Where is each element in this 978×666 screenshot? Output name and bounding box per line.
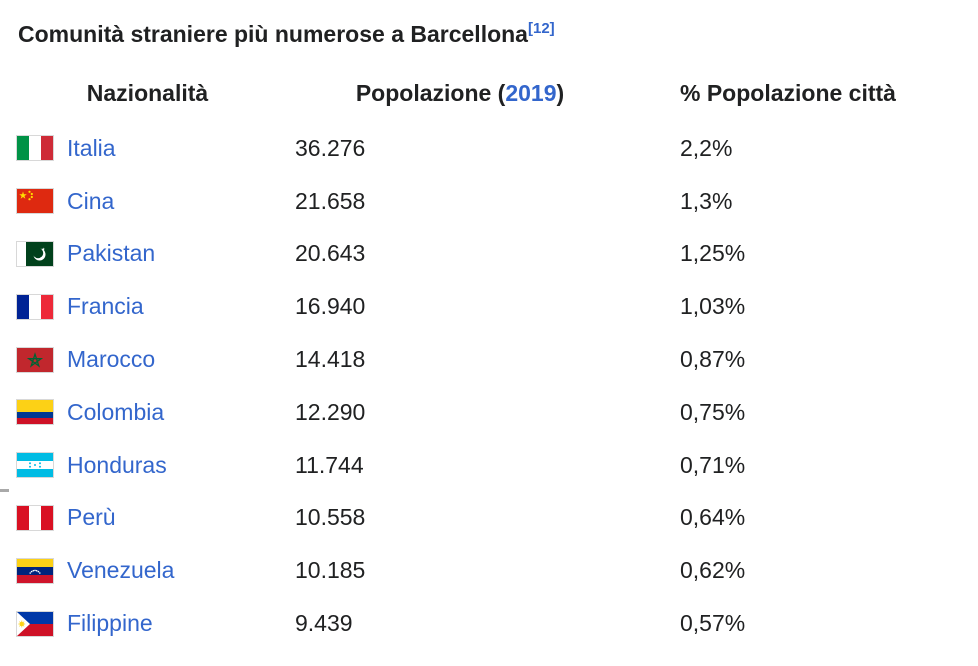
percent-value: 0,62% [680,557,746,584]
page-edge-artifact [0,489,9,492]
table-row: Cina 21.658 1,3% [0,175,978,228]
flag-peru-icon [16,504,54,531]
nationality-cell: Colombia [0,399,295,426]
population-value: 36.276 [295,134,366,161]
flag-pakistan-icon [16,240,54,267]
table-row: Venezuela 10.185 0,62% [0,544,978,597]
nationality-cell: Marocco [0,346,295,373]
population-value: 10.558 [295,504,366,531]
percent-value: 0,57% [680,610,746,637]
header-nationality: Nazionalità [86,79,209,106]
country-link-colombia[interactable]: Colombia [67,398,165,425]
year-2019-link[interactable]: 2019 [505,79,557,106]
table-header-row: Nazionalità Popolazione (2019) % Popolaz… [0,64,978,122]
population-value: 21.658 [295,187,366,214]
flag-china-icon [16,188,54,215]
percent-value: 0,75% [680,398,746,425]
table-row: Francia 16.940 1,03% [0,280,978,333]
percent-value: 1,03% [680,293,746,320]
population-value: 16.940 [295,293,366,320]
nationality-cell: Venezuela [0,557,295,584]
country-link-honduras[interactable]: Honduras [67,451,167,478]
percent-value: 1,3% [680,187,733,214]
percent-value: 2,2% [680,134,733,161]
country-link-francia[interactable]: Francia [67,293,144,320]
flag-venezuela-icon [16,557,54,584]
flag-philippines-icon [16,610,54,637]
table-row: Honduras 11.744 0,71% [0,439,978,492]
flag-morocco-icon [16,346,54,373]
flag-honduras-icon [16,452,54,479]
header-percent-city: % Popolazione città [680,79,896,106]
country-link-italia[interactable]: Italia [67,134,116,161]
country-link-pakistan[interactable]: Pakistan [67,240,156,267]
percent-value: 0,87% [680,346,746,373]
flag-colombia-icon [16,399,54,426]
nationality-cell: Honduras [0,452,295,479]
table-row: Italia 36.276 2,2% [0,122,978,175]
table-row: Colombia 12.290 0,75% [0,386,978,439]
percent-value: 0,71% [680,451,746,478]
population-value: 10.185 [295,557,366,584]
reference-link-12[interactable]: [12] [527,20,555,37]
population-value: 11.744 [295,451,364,478]
country-link-marocco[interactable]: Marocco [67,346,156,373]
population-value: 14.418 [295,346,366,373]
country-link-filippine[interactable]: Filippine [67,610,153,637]
header-population-suffix: ) [556,79,565,106]
country-link-peru[interactable]: Perù [67,504,116,531]
percent-value: 0,64% [680,504,746,531]
nationality-cell: Italia [0,135,295,162]
nationality-cell: Perù [0,504,295,531]
nationality-cell: Filippine [0,610,295,637]
country-link-cina[interactable]: Cina [67,187,115,214]
population-value: 9.439 [295,610,353,637]
header-population-prefix: Popolazione ( [355,79,506,106]
table-row: Perù 10.558 0,64% [0,492,978,545]
flag-italy-icon [16,135,54,162]
header-population: Popolazione (2019) [295,80,625,107]
country-link-venezuela[interactable]: Venezuela [67,557,175,584]
table-row: Pakistan 20.643 1,25% [0,228,978,281]
nationality-cell: Cina [0,188,295,215]
nationality-cell: Francia [0,293,295,320]
table-title: Comunità straniere più numerose a Barcel… [18,14,978,49]
flag-france-icon [16,293,54,320]
table-row: Filippine 9.439 0,57% [0,597,978,650]
population-value: 12.290 [295,398,366,425]
percent-value: 1,25% [680,240,746,267]
nationality-cell: Pakistan [0,240,295,267]
population-value: 20.643 [295,240,366,267]
table-title-text: Comunità straniere più numerose a Barcel… [18,21,528,47]
table-row: Marocco 14.418 0,87% [0,333,978,386]
